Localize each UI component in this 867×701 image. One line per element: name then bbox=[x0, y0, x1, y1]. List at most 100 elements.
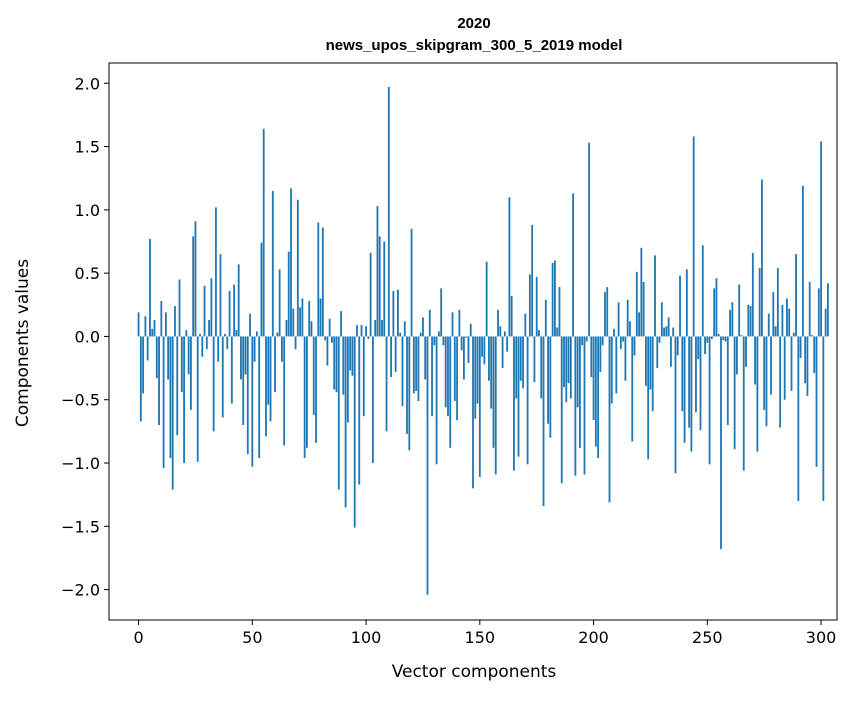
bar bbox=[151, 328, 154, 337]
bar bbox=[767, 313, 770, 337]
bar bbox=[717, 333, 720, 337]
bar bbox=[747, 304, 750, 337]
bar bbox=[269, 336, 272, 422]
bar bbox=[221, 336, 224, 418]
bar bbox=[217, 336, 220, 362]
bar bbox=[260, 242, 263, 337]
bar bbox=[508, 197, 511, 337]
bar bbox=[597, 336, 600, 458]
bar bbox=[674, 336, 677, 474]
bar bbox=[485, 261, 488, 337]
y-tick-label: −0.5 bbox=[61, 391, 100, 410]
bar bbox=[169, 336, 172, 458]
bar bbox=[160, 300, 163, 337]
bar bbox=[265, 336, 267, 437]
bar bbox=[528, 274, 531, 337]
bar bbox=[335, 336, 338, 393]
bar bbox=[710, 336, 713, 339]
bar bbox=[192, 236, 195, 337]
bar bbox=[815, 336, 818, 467]
bar bbox=[262, 128, 265, 337]
bar bbox=[542, 336, 545, 507]
bar bbox=[740, 335, 743, 337]
bar bbox=[249, 313, 251, 337]
bar bbox=[801, 185, 804, 337]
x-axis-ticks: 0 50 100 150 200 250 300 bbox=[133, 620, 836, 647]
bar bbox=[153, 319, 156, 337]
bar bbox=[142, 336, 145, 394]
bar bbox=[381, 319, 383, 337]
bar bbox=[788, 308, 791, 337]
bar bbox=[340, 311, 342, 337]
bar bbox=[171, 336, 174, 490]
bar bbox=[394, 336, 397, 372]
bar bbox=[704, 336, 706, 355]
bar bbox=[167, 336, 170, 380]
y-axis-ticks: −2.0 −1.5 −1.0 −0.5 0.0 0.5 1.0 1.5 2.0 bbox=[61, 74, 109, 600]
bar bbox=[453, 336, 456, 401]
bar bbox=[310, 321, 313, 337]
y-tick-label: 1.0 bbox=[75, 201, 100, 220]
bar bbox=[786, 298, 788, 337]
bar bbox=[362, 336, 365, 417]
bar bbox=[212, 336, 215, 432]
bar bbox=[497, 309, 499, 337]
bar bbox=[164, 312, 167, 337]
bar bbox=[667, 317, 670, 337]
bar bbox=[606, 287, 609, 337]
bar bbox=[701, 245, 704, 337]
bar bbox=[458, 309, 461, 337]
bar bbox=[663, 327, 666, 337]
bar bbox=[774, 326, 777, 337]
bar bbox=[776, 268, 779, 337]
bar bbox=[199, 333, 201, 337]
bar bbox=[456, 336, 458, 420]
bar bbox=[604, 292, 606, 337]
bar bbox=[742, 336, 745, 471]
bar bbox=[631, 336, 634, 442]
bar bbox=[644, 336, 647, 386]
x-tick-label: 50 bbox=[242, 628, 262, 647]
bar bbox=[790, 336, 793, 391]
bar bbox=[358, 336, 361, 485]
bar bbox=[317, 222, 320, 337]
bar bbox=[811, 335, 813, 337]
bar bbox=[246, 336, 249, 455]
bar bbox=[224, 333, 226, 337]
bar bbox=[180, 336, 183, 393]
bar bbox=[299, 307, 302, 337]
plot-frame bbox=[108, 62, 838, 621]
y-axis-label: Components values bbox=[13, 259, 33, 427]
bar bbox=[556, 327, 559, 337]
bar bbox=[183, 336, 185, 464]
bar bbox=[565, 336, 568, 403]
bar bbox=[149, 238, 151, 337]
bar bbox=[676, 336, 679, 356]
bar bbox=[567, 336, 570, 384]
bar bbox=[535, 276, 538, 337]
bar bbox=[706, 336, 709, 343]
bar bbox=[749, 306, 752, 337]
bar bbox=[783, 336, 786, 400]
bar bbox=[321, 227, 324, 337]
bar bbox=[428, 309, 431, 337]
bar bbox=[617, 302, 620, 337]
bar bbox=[230, 336, 233, 404]
bar bbox=[745, 336, 747, 367]
bar bbox=[690, 336, 693, 452]
bar bbox=[524, 313, 527, 337]
bar bbox=[656, 336, 659, 369]
bar bbox=[499, 326, 502, 337]
bar bbox=[590, 336, 593, 377]
bar bbox=[399, 332, 402, 337]
bar bbox=[274, 336, 276, 393]
bar bbox=[665, 326, 668, 337]
bar bbox=[517, 336, 520, 457]
bar bbox=[189, 336, 192, 410]
y-tick-label: −1.5 bbox=[61, 517, 100, 536]
bar bbox=[635, 271, 638, 337]
bar bbox=[337, 336, 340, 490]
bar bbox=[278, 269, 281, 337]
bar bbox=[672, 327, 675, 337]
